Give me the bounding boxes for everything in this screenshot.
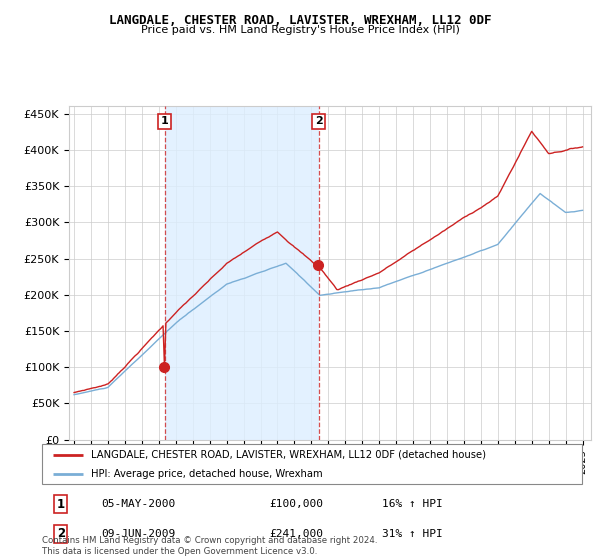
Bar (165, 106, 319, 440)
Text: 31% ↑ HPI: 31% ↑ HPI (382, 529, 443, 539)
Text: LANGDALE, CHESTER ROAD, LAVISTER, WREXHAM, LL12 0DF (detached house): LANGDALE, CHESTER ROAD, LAVISTER, WREXHA… (91, 450, 485, 460)
Text: 1: 1 (161, 116, 169, 127)
Text: 16% ↑ HPI: 16% ↑ HPI (382, 500, 443, 510)
Text: Contains HM Land Registry data © Crown copyright and database right 2024.
This d: Contains HM Land Registry data © Crown c… (42, 536, 377, 556)
Text: LANGDALE, CHESTER ROAD, LAVISTER, WREXHAM, LL12 0DF: LANGDALE, CHESTER ROAD, LAVISTER, WREXHA… (109, 14, 491, 27)
Text: 1: 1 (57, 498, 65, 511)
Text: 2: 2 (57, 528, 65, 540)
Text: £241,000: £241,000 (269, 529, 323, 539)
Text: 09-JUN-2009: 09-JUN-2009 (101, 529, 176, 539)
Text: 2: 2 (315, 116, 323, 127)
Text: £100,000: £100,000 (269, 500, 323, 510)
Text: HPI: Average price, detached house, Wrexham: HPI: Average price, detached house, Wrex… (91, 469, 322, 478)
Text: 05-MAY-2000: 05-MAY-2000 (101, 500, 176, 510)
Text: Price paid vs. HM Land Registry's House Price Index (HPI): Price paid vs. HM Land Registry's House … (140, 25, 460, 35)
